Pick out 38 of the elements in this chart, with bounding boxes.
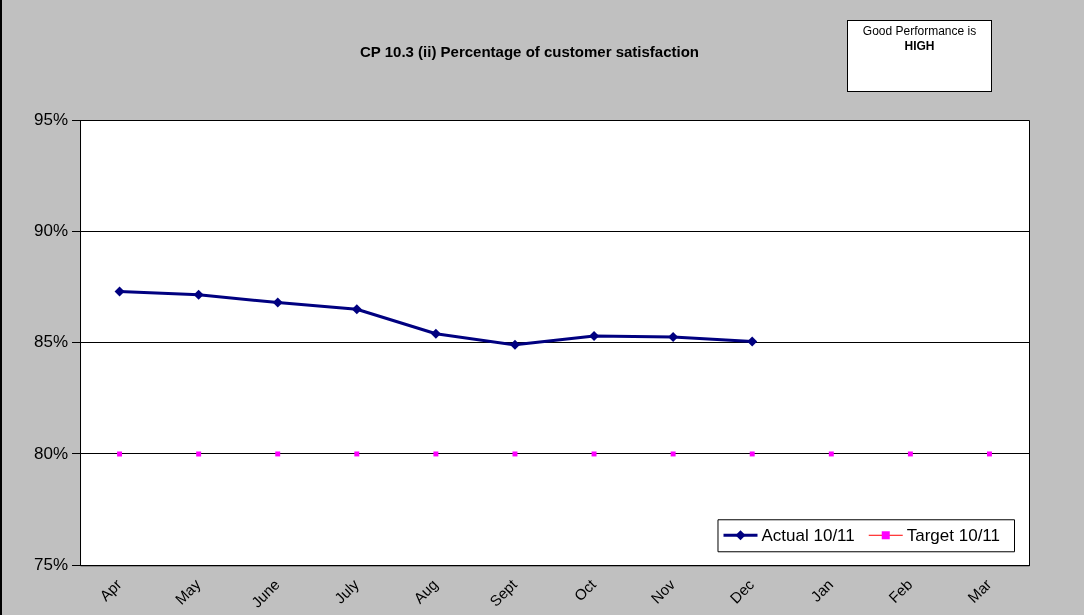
point bbox=[828, 451, 834, 457]
y-tick-label: 75% bbox=[33, 554, 69, 574]
text: Good Performance is bbox=[861, 24, 978, 39]
point bbox=[275, 451, 281, 457]
point bbox=[747, 336, 758, 347]
x-tick-label: Feb bbox=[885, 575, 916, 606]
point bbox=[749, 451, 755, 457]
point bbox=[117, 451, 123, 457]
point bbox=[986, 451, 992, 457]
y-tick-label: 85% bbox=[33, 332, 69, 352]
point bbox=[907, 451, 913, 457]
point bbox=[670, 451, 676, 457]
point bbox=[591, 451, 597, 457]
x-tick-label: Apr bbox=[96, 575, 125, 605]
point bbox=[512, 451, 518, 457]
y-tick-label: 95% bbox=[33, 109, 69, 129]
x-tick-label: Jan bbox=[807, 575, 837, 605]
x-tick-label: Aug bbox=[410, 575, 441, 607]
y-tick-label: 80% bbox=[33, 443, 69, 463]
point bbox=[114, 286, 125, 297]
legend-label: Target 10/11 bbox=[906, 525, 1001, 545]
point bbox=[351, 304, 362, 315]
point bbox=[430, 328, 441, 339]
point bbox=[433, 451, 439, 457]
x-tick-label: Oct bbox=[570, 575, 600, 605]
point bbox=[272, 297, 283, 308]
x-tick-label: Dec bbox=[726, 575, 758, 607]
x-tick-label: July bbox=[330, 575, 363, 607]
text: HIGH bbox=[903, 39, 936, 54]
x-tick-label: May bbox=[171, 575, 205, 608]
chart-title: CP 10.3 (ii) Percentage of customer satisfaction bbox=[359, 43, 700, 61]
point bbox=[354, 451, 360, 457]
y-tick-label: 90% bbox=[33, 221, 69, 241]
point bbox=[196, 451, 202, 457]
legend-label: Actual 10/11 bbox=[761, 525, 855, 545]
point bbox=[509, 339, 520, 350]
x-tick-label: Nov bbox=[647, 575, 679, 607]
x-tick-label: Mar bbox=[964, 575, 995, 606]
